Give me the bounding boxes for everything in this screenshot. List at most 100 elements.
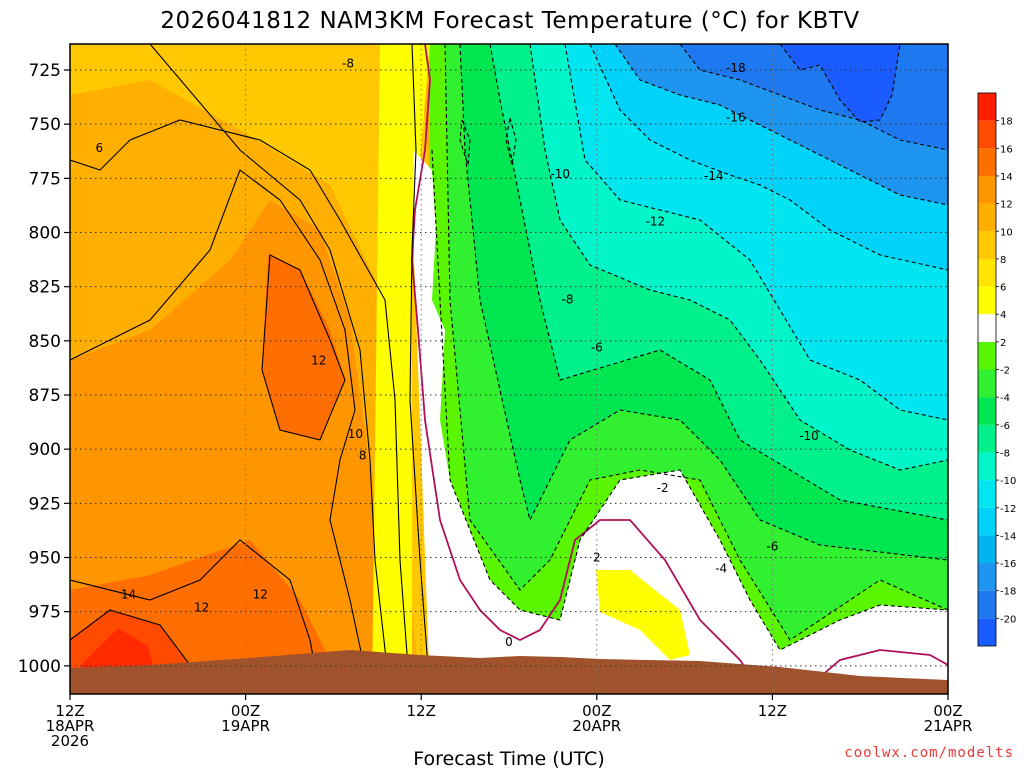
colorbar-swatch bbox=[978, 452, 996, 481]
y-tick-label: 750 bbox=[29, 115, 61, 135]
contour-label: -4 bbox=[715, 561, 727, 575]
y-tick-label: 800 bbox=[29, 224, 61, 244]
x-tick-label: 00Z bbox=[933, 702, 962, 720]
temp-band-minus20 bbox=[780, 44, 900, 122]
contour-label: -12 bbox=[646, 215, 666, 229]
colorbar-label: 10 bbox=[1000, 227, 1013, 238]
colorbar-swatch bbox=[978, 203, 996, 232]
colorbar-label: -6 bbox=[1000, 421, 1010, 432]
colorbar-label: -20 bbox=[1000, 614, 1016, 625]
colorbar-swatch bbox=[978, 618, 996, 646]
contour-12-upper bbox=[261, 254, 346, 441]
x-tick-label: 12Z bbox=[407, 702, 436, 720]
colorbar-swatch bbox=[978, 120, 996, 149]
colorbar-swatch bbox=[978, 397, 996, 425]
colorbar-label: -8 bbox=[1000, 448, 1010, 459]
contour-minus14 bbox=[589, 44, 948, 271]
contour-label: 0 bbox=[505, 635, 513, 649]
y-tick-label: 875 bbox=[29, 386, 61, 406]
contour-label: 14 bbox=[121, 587, 136, 601]
temp-band-12-14-upper bbox=[262, 255, 345, 440]
colorbar-label: 2 bbox=[1000, 338, 1006, 349]
contour-minus8 bbox=[489, 44, 948, 521]
plot-area: -8 -18 -16 -14 -10 -12 -8 -6 -10 -2 -6 -4 2 0 6 12 10 8 14… bbox=[69, 43, 949, 695]
contour-minus12 bbox=[564, 44, 948, 421]
colorbar-swatch bbox=[978, 314, 996, 342]
contour-label: 12 bbox=[311, 353, 326, 367]
contour-label: -14 bbox=[704, 169, 724, 183]
y-tick-label: 950 bbox=[29, 549, 61, 569]
colorbar-label: 12 bbox=[1000, 200, 1013, 211]
x-tick-label: 18APR bbox=[46, 717, 95, 735]
colorbar-label: -12 bbox=[1000, 504, 1016, 515]
colorbar-swatch bbox=[978, 563, 996, 591]
x-tick-label: 20APR bbox=[572, 717, 621, 735]
contour-minus6 bbox=[459, 44, 948, 561]
colorbar-label: -18 bbox=[1000, 587, 1016, 598]
contour-labels: -8 -18 -16 -14 -10 -12 -8 -6 -10 -2 -6 -4 2 0 6 12 10 8 14… bbox=[95, 57, 818, 650]
contour-8 bbox=[149, 44, 391, 694]
y-tick-label: 850 bbox=[29, 332, 61, 352]
y-tick-label: 725 bbox=[29, 61, 61, 81]
y-axis-ticks: 725 750 775 800 825 850 875 900 925 950 975 1000 bbox=[18, 61, 70, 677]
contour-6 bbox=[70, 119, 411, 694]
x-tick-label: 12Z bbox=[55, 702, 84, 720]
chart-title: 2026041812 NAM3KM Forecast Temperature (… bbox=[160, 8, 859, 34]
freezing-contour-main bbox=[411, 44, 761, 691]
colorbar-swatch bbox=[978, 535, 996, 564]
contour-label: 12 bbox=[253, 587, 268, 601]
warm-contours bbox=[70, 44, 431, 694]
y-tick-label: 775 bbox=[29, 169, 61, 189]
colorbar-swatch bbox=[978, 590, 996, 619]
terrain-ground bbox=[70, 650, 948, 694]
cold-contours bbox=[431, 44, 948, 651]
colorbar-swatch bbox=[978, 480, 996, 508]
contour-label: -6 bbox=[766, 540, 778, 554]
colorbar-swatch bbox=[978, 231, 996, 259]
colorbar-label: -2 bbox=[1000, 366, 1010, 377]
colorbar-label: 18 bbox=[1000, 117, 1013, 128]
y-tick-label: 975 bbox=[29, 603, 61, 623]
temp-band-2-4-pocket bbox=[596, 570, 690, 660]
colorbar-swatch bbox=[978, 93, 996, 121]
x-tick-label: 00Z bbox=[231, 702, 260, 720]
contour-minus8-small-1 bbox=[459, 119, 471, 166]
contour-label: -16 bbox=[726, 111, 746, 125]
colorbar-label: -10 bbox=[1000, 476, 1016, 487]
colorbar-label: 14 bbox=[1000, 172, 1013, 183]
freezing-contour-lower bbox=[799, 649, 948, 694]
contour-label: 10 bbox=[348, 427, 363, 441]
plot-frame bbox=[69, 43, 949, 695]
x-tick-label: 12Z bbox=[758, 702, 787, 720]
x-tick-label: 19APR bbox=[221, 717, 270, 735]
colorbar-label: 6 bbox=[1000, 283, 1006, 294]
y-tick-label: 900 bbox=[29, 440, 61, 460]
colorbar-swatch bbox=[978, 507, 996, 536]
colorbar-swatch bbox=[978, 286, 996, 315]
contour-minus20 bbox=[779, 44, 901, 123]
x-tick-label: 00Z bbox=[582, 702, 611, 720]
contour-label: 8 bbox=[359, 449, 367, 463]
colorbar-swatch bbox=[978, 369, 996, 398]
contour-label: 6 bbox=[95, 141, 103, 155]
contour-minus2 bbox=[431, 149, 948, 651]
contour-label: -2 bbox=[657, 481, 669, 495]
contour-4 bbox=[409, 44, 431, 694]
contour-label: -10 bbox=[799, 429, 819, 443]
contour-label: -18 bbox=[726, 61, 746, 75]
contour-minus16 bbox=[614, 44, 948, 206]
x-tick-label: 21APR bbox=[924, 717, 973, 735]
contour-minus4 bbox=[444, 44, 948, 641]
colorbar: -20 -18 -16 -14 -12 -10 -8 -6 -4 -2 2 4 6 8 10 12 14 16 18 bbox=[977, 92, 1016, 647]
contour-10 bbox=[70, 169, 371, 694]
colorbar-swatch bbox=[978, 341, 996, 370]
colorbar-swatch bbox=[978, 148, 996, 176]
contour-label: -8 bbox=[562, 293, 574, 307]
colorbar-label: -4 bbox=[1000, 393, 1010, 404]
colorbar-label: -14 bbox=[1000, 531, 1016, 542]
grid-lines bbox=[69, 44, 949, 694]
contour-label: -10 bbox=[550, 167, 570, 181]
colorbar-swatch bbox=[978, 258, 996, 287]
